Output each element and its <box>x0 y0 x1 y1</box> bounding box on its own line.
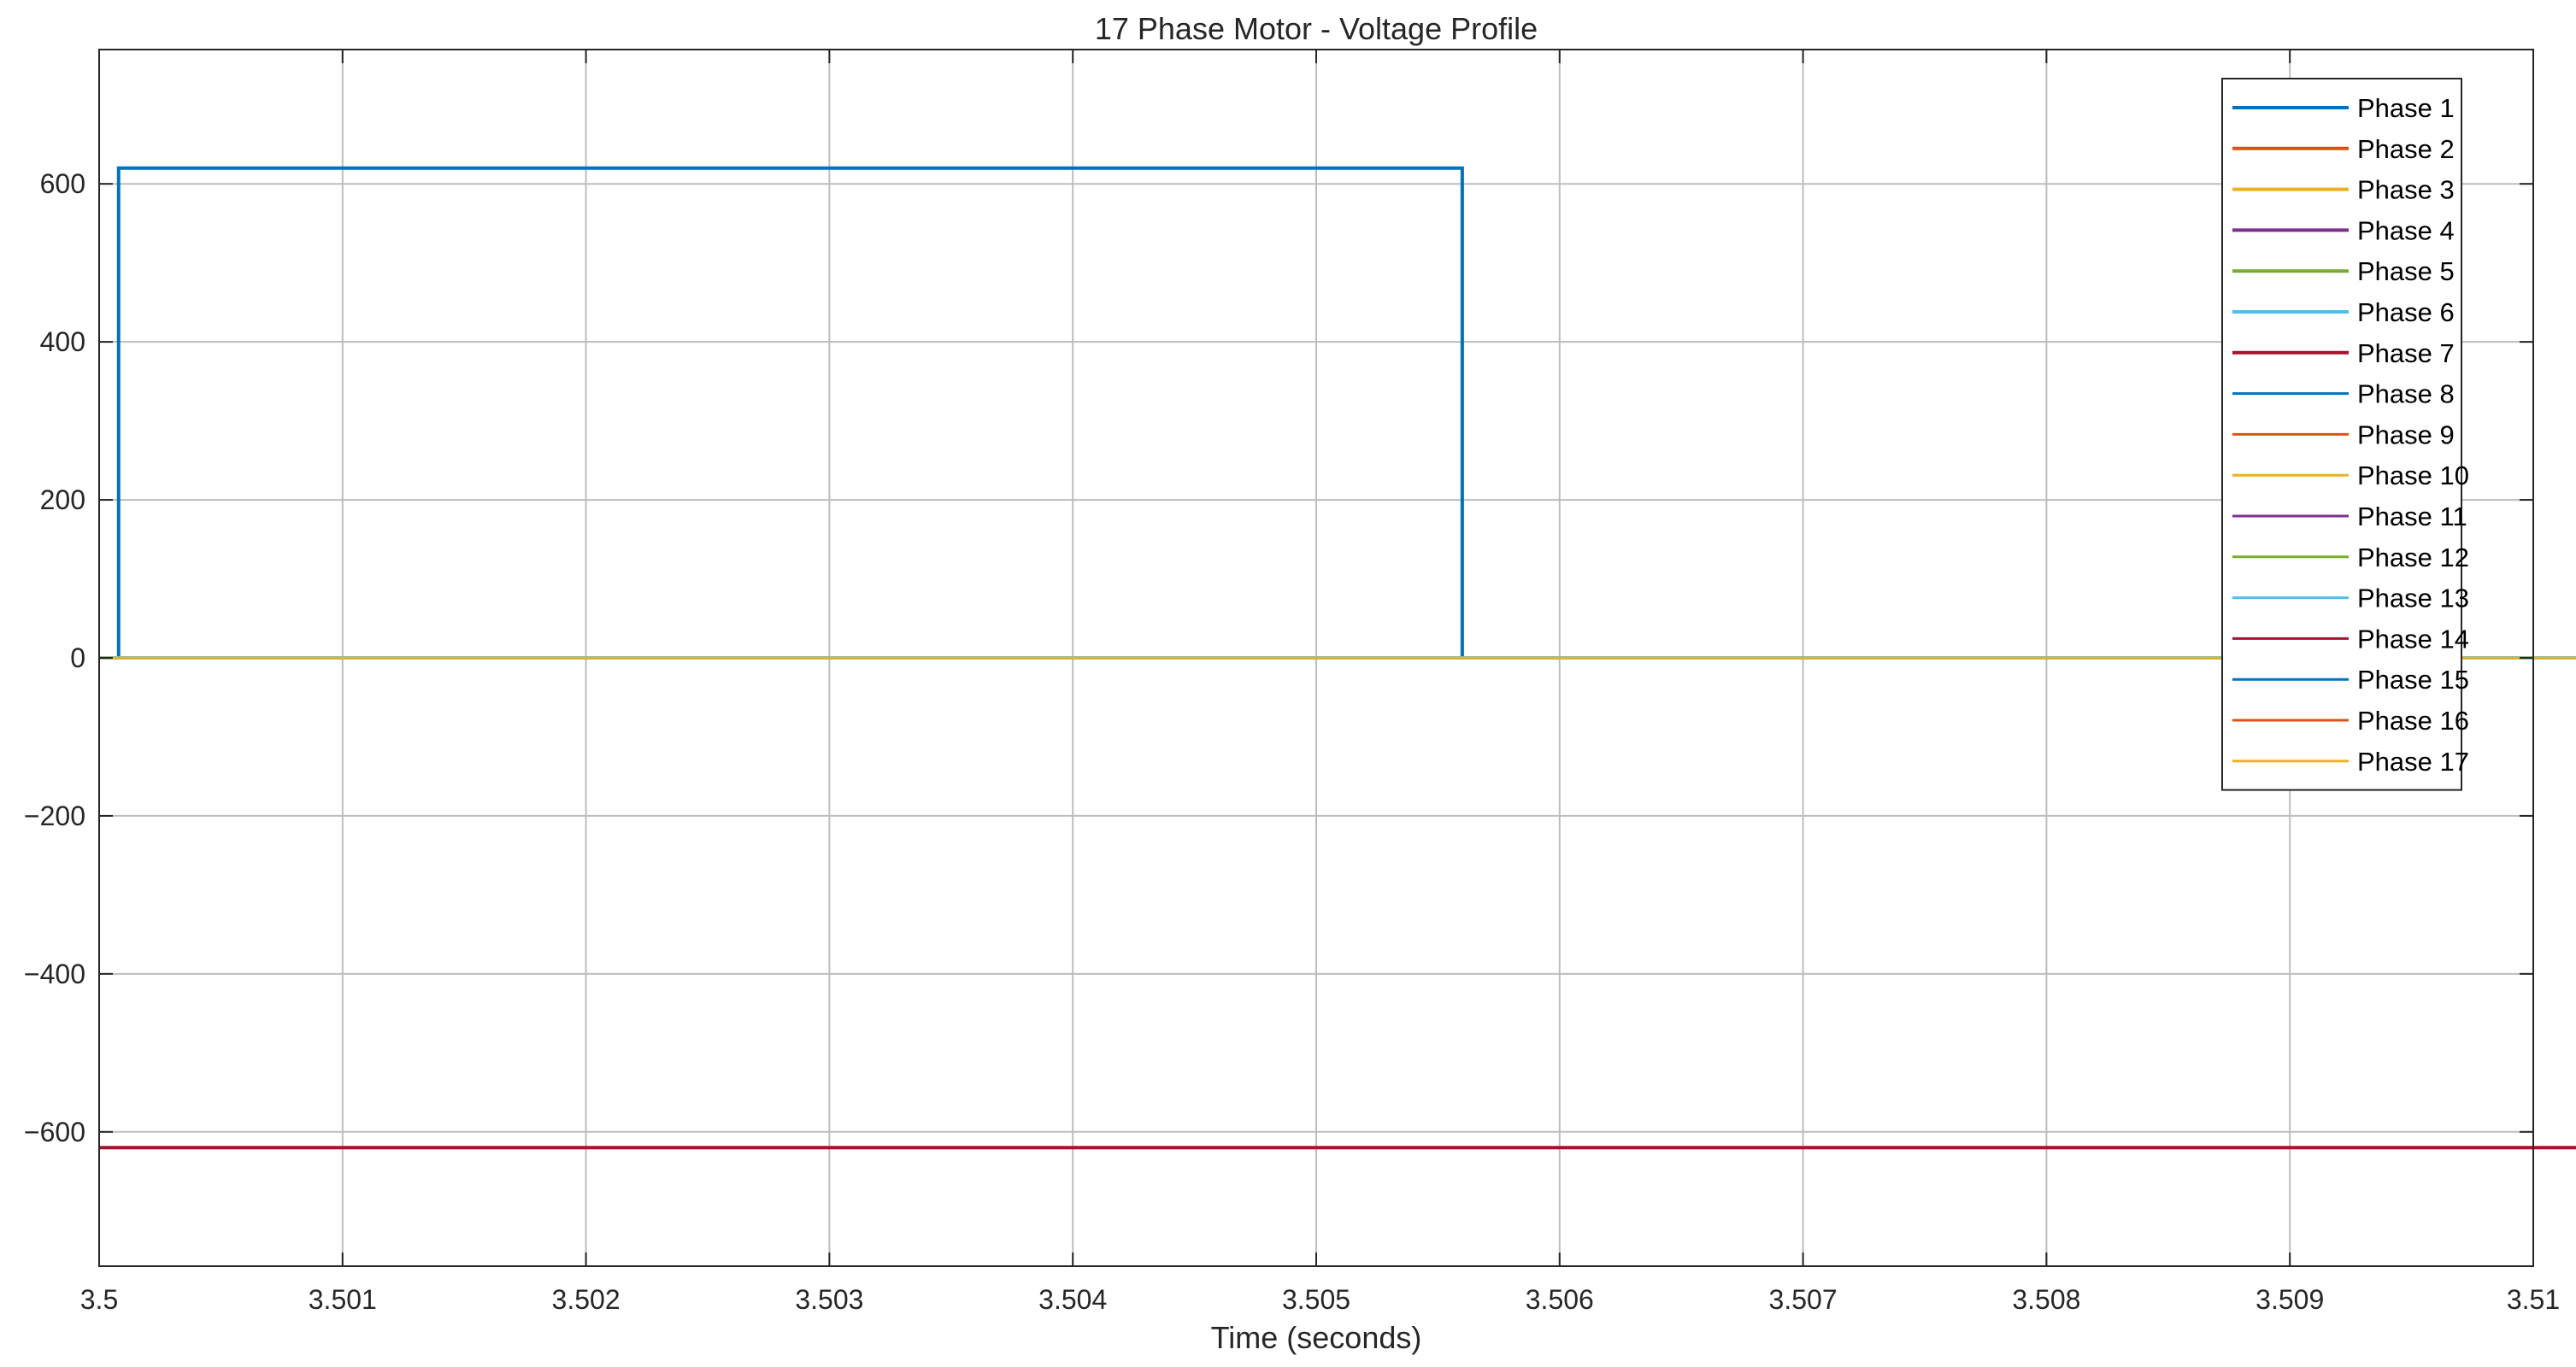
y-tick-label: 200 <box>40 484 85 515</box>
legend-label: Phase 17 <box>2357 747 2469 777</box>
legend-label: Phase 12 <box>2357 543 2469 572</box>
x-tick-labels: 3.5 3.501 3.502 3.503 3.504 3.505 3.506 3.507 3.… <box>80 1284 2560 1315</box>
x-tick-label: 3.502 <box>552 1284 620 1315</box>
y-tick-label: 600 <box>40 168 85 199</box>
legend-label: Phase 6 <box>2357 297 2455 327</box>
y-tick-label: −600 <box>24 1117 85 1147</box>
x-tick-label: 3.507 <box>1769 1284 1838 1315</box>
legend-label: Phase 7 <box>2357 338 2455 368</box>
legend-label: Phase 1 <box>2357 93 2455 123</box>
legend-label: Phase 16 <box>2357 706 2469 736</box>
legend-label: Phase 5 <box>2357 256 2455 286</box>
legend-label: Phase 2 <box>2357 134 2455 164</box>
ticks <box>98 50 2534 1266</box>
x-axis-label: Time (seconds) <box>1211 1320 1422 1355</box>
x-tick-label: 3.501 <box>309 1284 377 1315</box>
x-tick-label: 3.508 <box>2012 1284 2080 1315</box>
x-tick-label: 3.505 <box>1282 1284 1350 1315</box>
x-tick-label: 3.51 <box>2507 1284 2560 1315</box>
legend-label: Phase 13 <box>2357 584 2469 613</box>
legend-label: Phase 3 <box>2357 175 2455 205</box>
legend-label: Phase 9 <box>2357 419 2455 449</box>
chart-title: 17 Phase Motor - Voltage Profile <box>1095 11 1538 46</box>
y-tick-label: 0 <box>70 642 85 673</box>
y-tick-label: −200 <box>24 801 85 831</box>
series-layer <box>99 166 2576 1150</box>
plot-area <box>98 49 2576 1267</box>
x-tick-label: 3.5 <box>80 1284 118 1315</box>
legend-label: Phase 15 <box>2357 665 2469 695</box>
legend: Phase 1 Phase 2 Phase 3 Phase 4 Phase 5 Phase… <box>2221 78 2469 791</box>
legend-label: Phase 11 <box>2357 502 2467 531</box>
y-tick-label: 400 <box>40 326 85 357</box>
x-tick-label: 3.509 <box>2255 1284 2324 1315</box>
legend-label: Phase 4 <box>2357 215 2455 245</box>
legend-label: Phase 10 <box>2357 461 2469 490</box>
y-tick-label: −400 <box>24 959 85 989</box>
legend-label: Phase 8 <box>2357 379 2455 409</box>
x-tick-label: 3.506 <box>1526 1284 1594 1315</box>
legend-label: Phase 14 <box>2357 624 2469 654</box>
y-tick-labels: −600 −400 −200 0 200 400 600 <box>24 168 85 1147</box>
x-tick-label: 3.504 <box>1038 1284 1107 1315</box>
x-tick-label: 3.503 <box>795 1284 863 1315</box>
